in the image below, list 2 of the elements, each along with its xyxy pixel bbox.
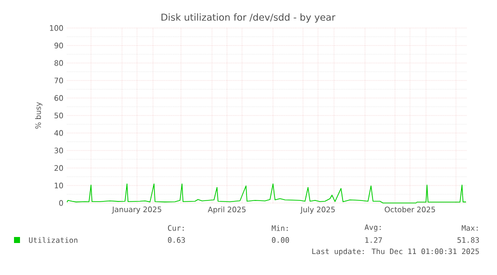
line-series (66, 184, 466, 204)
chart-title: Disk utilization for /dev/sdd - by year (162, 13, 336, 23)
